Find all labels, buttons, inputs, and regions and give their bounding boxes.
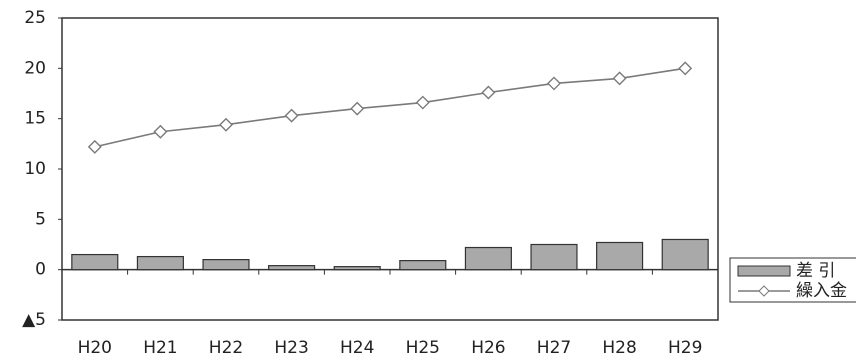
bar bbox=[464, 246, 512, 271]
y-tick-label: 15 bbox=[24, 109, 46, 129]
x-tick-label: H23 bbox=[274, 338, 308, 358]
bar bbox=[596, 241, 644, 271]
bar bbox=[71, 253, 119, 271]
bar bbox=[530, 243, 578, 271]
x-tick-label: H27 bbox=[537, 338, 571, 358]
x-tick-label: H22 bbox=[209, 338, 243, 358]
legend-label: 差 引 bbox=[796, 261, 835, 281]
x-tick-label: H28 bbox=[602, 338, 636, 358]
x-tick-label: H29 bbox=[668, 338, 702, 358]
bar bbox=[333, 266, 381, 271]
legend-label: 繰入金 bbox=[796, 281, 847, 301]
marker bbox=[87, 139, 102, 154]
marker bbox=[350, 101, 365, 116]
marker bbox=[547, 76, 561, 91]
legend-box bbox=[729, 257, 856, 303]
x-tick-label: H21 bbox=[143, 338, 177, 358]
y-tick-label: 10 bbox=[24, 159, 46, 179]
y-tick-label: 20 bbox=[24, 58, 46, 78]
marker bbox=[612, 71, 627, 86]
bar bbox=[136, 255, 184, 271]
marker bbox=[153, 124, 168, 139]
y-tick-label: 25 bbox=[24, 8, 46, 28]
marker bbox=[481, 85, 496, 100]
x-tick-label: H20 bbox=[78, 338, 112, 358]
bar bbox=[202, 259, 250, 271]
marker bbox=[415, 95, 430, 110]
bar bbox=[268, 265, 316, 271]
line bbox=[94, 67, 686, 148]
y-tick-label: 0 bbox=[35, 260, 46, 280]
marker bbox=[284, 108, 299, 123]
bar bbox=[399, 260, 447, 271]
y-tick-label: 5 bbox=[35, 209, 46, 229]
marker bbox=[219, 117, 233, 132]
x-tick-label: H26 bbox=[471, 338, 505, 358]
legend-swatch bbox=[737, 265, 791, 277]
x-tick-label: H24 bbox=[340, 338, 374, 358]
y-tick-label: ▲5 bbox=[22, 310, 46, 330]
bar bbox=[661, 238, 709, 271]
legend-marker bbox=[758, 285, 770, 297]
marker bbox=[678, 61, 693, 76]
x-tick-label: H25 bbox=[406, 338, 440, 358]
